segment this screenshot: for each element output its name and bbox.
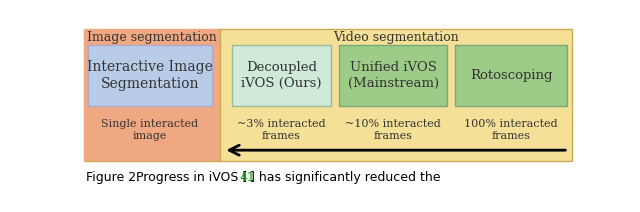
Bar [84,29,220,161]
Text: Unified iVOS
(Mainstream): Unified iVOS (Mainstream) [348,61,438,89]
Text: 41: 41 [239,171,255,184]
Text: ] has significantly reduced the: ] has significantly reduced the [250,171,441,184]
Text: Decoupled
iVOS (Ours): Decoupled iVOS (Ours) [241,61,322,89]
Bar [88,45,212,106]
Text: 100% interacted
frames: 100% interacted frames [465,119,558,141]
Bar [455,45,568,106]
Bar [232,45,331,106]
Text: Figure 2.: Figure 2. [86,171,140,184]
Text: Progress in iVOS [: Progress in iVOS [ [136,171,247,184]
Bar [84,29,572,161]
Text: Interactive Image
Segmentation: Interactive Image Segmentation [87,60,212,91]
Text: Rotoscoping: Rotoscoping [470,69,552,82]
Text: Image segmentation: Image segmentation [87,31,216,44]
Text: ~3% interacted
frames: ~3% interacted frames [237,119,326,141]
Text: Video segmentation: Video segmentation [333,31,459,44]
Text: Single interacted
image: Single interacted image [101,119,198,141]
Text: ~10% interacted
frames: ~10% interacted frames [345,119,441,141]
Bar [339,45,447,106]
